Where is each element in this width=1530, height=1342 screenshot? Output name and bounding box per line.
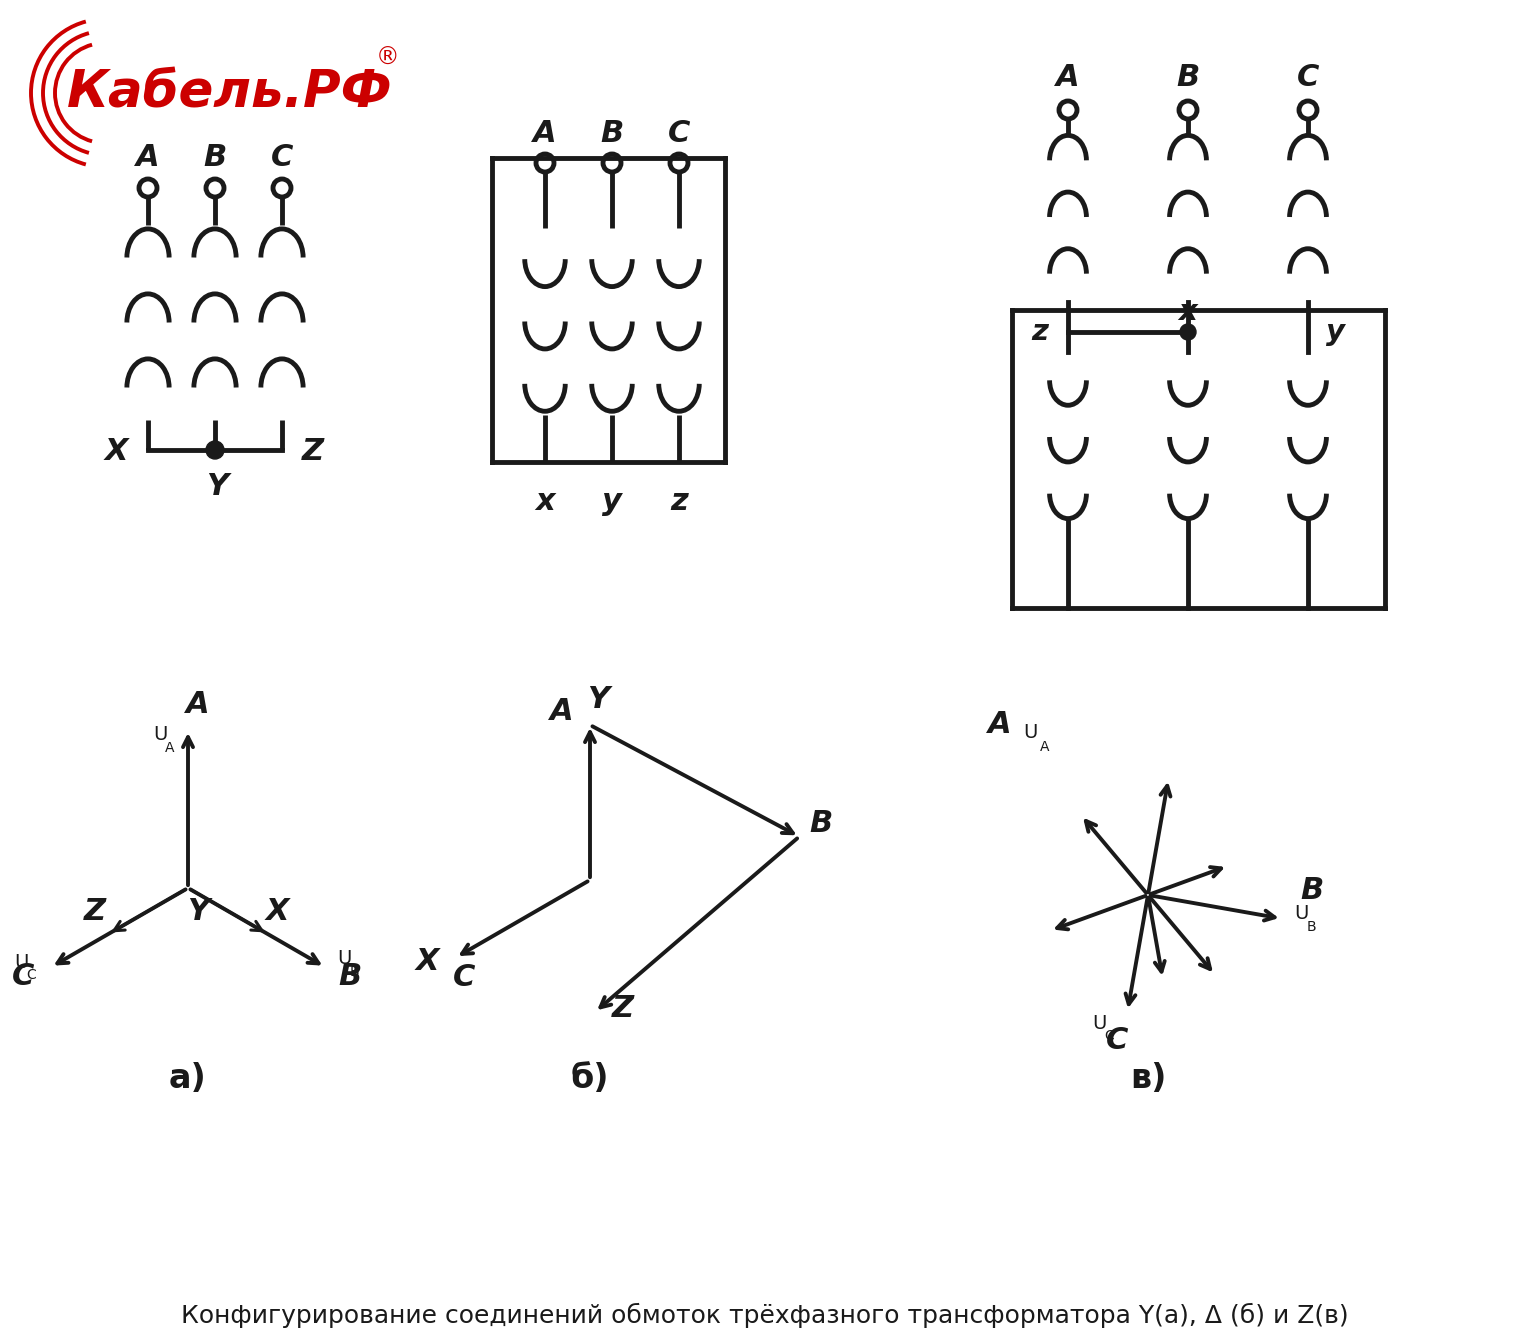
Text: x: x: [1178, 298, 1198, 326]
Text: B: B: [338, 962, 361, 990]
Text: C: C: [1297, 63, 1319, 93]
Text: Y: Y: [588, 684, 609, 714]
Circle shape: [1180, 323, 1196, 340]
Text: Z: Z: [84, 896, 106, 926]
Text: C: C: [1105, 1029, 1114, 1043]
Text: A: A: [187, 690, 210, 719]
Text: A: A: [532, 118, 557, 148]
Text: Кабель.РФ: Кабель.РФ: [67, 68, 393, 118]
Text: y: y: [1327, 318, 1345, 346]
Text: A: A: [1056, 63, 1080, 93]
Text: B: B: [203, 144, 226, 173]
Text: B: B: [350, 965, 360, 980]
Text: C: C: [667, 118, 690, 148]
Text: B: B: [600, 118, 624, 148]
Text: U: U: [14, 953, 29, 972]
Text: A: A: [136, 144, 159, 173]
Text: z: z: [670, 487, 688, 517]
Text: U: U: [338, 950, 352, 969]
Text: U: U: [1294, 905, 1308, 923]
Text: U: U: [1092, 1013, 1106, 1033]
Text: в): в): [1129, 1062, 1166, 1095]
Text: C: C: [453, 962, 474, 992]
Text: A: A: [1040, 739, 1050, 754]
Text: X: X: [266, 896, 289, 926]
Text: B: B: [1300, 875, 1323, 905]
Circle shape: [207, 442, 223, 459]
Text: A: A: [551, 696, 574, 726]
Text: X: X: [416, 946, 439, 976]
Text: Y: Y: [207, 472, 228, 501]
Text: U: U: [153, 726, 167, 745]
Text: C: C: [26, 968, 37, 982]
Text: ®: ®: [376, 46, 399, 70]
Text: Конфигурирование соединений обмоток трёхфазного трансформатора Y(а), Δ (б) и Z(в: Конфигурирование соединений обмоток трёх…: [181, 1303, 1349, 1327]
Text: б): б): [571, 1062, 609, 1095]
Text: A: A: [988, 710, 1011, 739]
Text: B: B: [1177, 63, 1200, 93]
Text: X: X: [104, 437, 129, 467]
Text: y: y: [603, 487, 621, 517]
Text: z: z: [1031, 318, 1048, 346]
Text: C: C: [271, 144, 294, 173]
Text: B: B: [809, 809, 832, 837]
Text: A: A: [165, 741, 174, 756]
Text: C: C: [1106, 1027, 1129, 1055]
Text: B: B: [1307, 919, 1316, 934]
Text: Z: Z: [301, 437, 324, 467]
Text: Y: Y: [187, 896, 210, 926]
Text: x: x: [536, 487, 555, 517]
Text: Z: Z: [612, 994, 633, 1023]
Text: а): а): [170, 1062, 207, 1095]
Text: C: C: [12, 962, 34, 990]
Text: U: U: [1024, 723, 1037, 742]
